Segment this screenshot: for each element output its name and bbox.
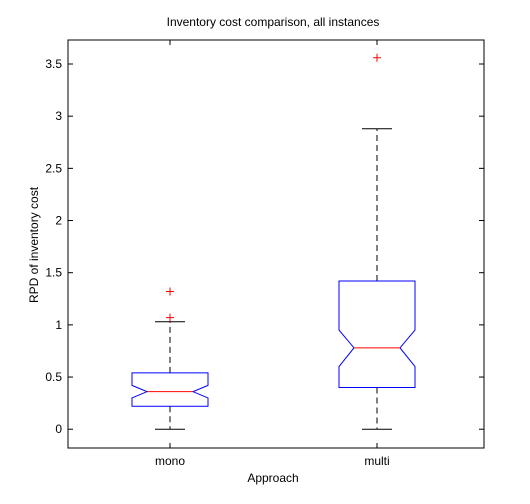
y-tick-label: 0 — [55, 422, 62, 436]
y-tick-label: 1.5 — [45, 266, 62, 280]
plot-area: 0 0.5 1 1.5 2 2.5 3 3.5 mono multi — [45, 39, 485, 468]
notched-box — [338, 280, 416, 388]
x-tick-label: mono — [155, 454, 185, 468]
outlier-marker — [373, 53, 381, 62]
outlier-marker — [166, 313, 174, 322]
y-tick-label: 2.5 — [45, 161, 62, 175]
y-tick-label: 3 — [55, 109, 62, 123]
outlier-marker — [166, 287, 174, 296]
y-tick-label: 3.5 — [45, 57, 62, 71]
x-axis-label: Approach — [247, 471, 298, 485]
y-tick-label: 1 — [55, 318, 62, 332]
y-axis-label: RPD of inventory cost — [27, 186, 41, 303]
notched-box — [131, 372, 209, 407]
axes-frame — [67, 39, 485, 449]
chart-title: Inventory cost comparison, all instances — [167, 15, 380, 29]
x-tick-label: multi — [364, 454, 389, 468]
y-tick-label: 0.5 — [45, 370, 62, 384]
y-tick-label: 2 — [55, 214, 62, 228]
